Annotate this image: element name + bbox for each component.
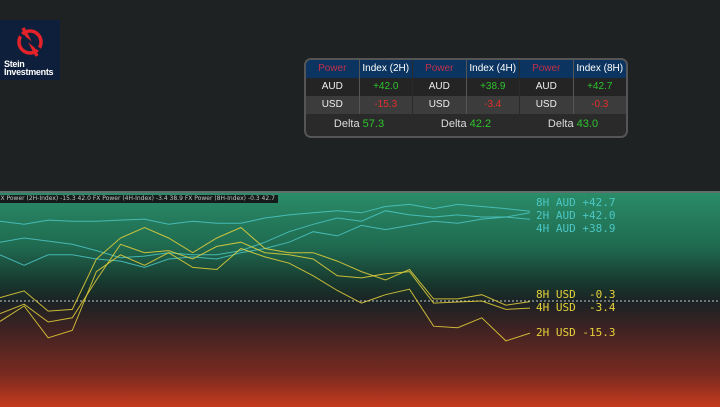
series-line-4h-aud [0, 210, 531, 259]
delta-label: Delta [547, 118, 574, 130]
delta: Delta 57.3 [306, 114, 412, 134]
delta-label: Delta [333, 118, 360, 130]
usd-value: -0.3 [572, 96, 627, 114]
currency-label: AUD [535, 81, 557, 92]
series-line-8h-usd [0, 226, 531, 312]
stein-investments-logo: Stein Investments [0, 20, 60, 80]
label-8h-aud: 8H AUD +42.7 [536, 196, 616, 209]
delta-value: 42.2 [469, 118, 492, 130]
label-4h-usd: 4H USD -3.4 [536, 301, 616, 314]
aud-value: +42.0 [358, 78, 413, 96]
currency-label: USD [535, 99, 557, 110]
currency-label: AUD [321, 81, 343, 92]
delta-value: 43.0 [576, 118, 599, 130]
index-header: Index (4H) [465, 60, 520, 78]
series-line-2h-usd [0, 247, 531, 342]
currency-label: USD [428, 99, 450, 110]
logo-text-line2: Investments [4, 67, 54, 77]
index-group-4h: Power Index (4H) AUD +38.9 USD -3.4 Delta 4… [413, 60, 519, 136]
delta-label: Delta [440, 118, 467, 130]
label-4h-aud: 4H AUD +38.9 [536, 222, 616, 235]
aud-value: +38.9 [465, 78, 520, 96]
delta-value: 57.3 [362, 118, 385, 130]
label-8h-usd: 8H USD -0.3 [536, 288, 616, 301]
usd-value: -15.3 [358, 96, 413, 114]
power-header: Power [532, 63, 561, 74]
delta: Delta 42.2 [413, 114, 519, 134]
indicator-legend: FX Power (2H-Index) -15.3 42.0 FX Power … [0, 195, 278, 203]
usd-value: -3.4 [465, 96, 520, 114]
label-2h-usd: 2H USD -15.3 [536, 326, 616, 339]
power-header: Power [425, 63, 454, 74]
fx-power-indicator-chart[interactable]: FX Power (2H-Index) -15.3 42.0 FX Power … [0, 191, 720, 407]
logo-emblem-icon [17, 27, 43, 57]
aud-value: +42.7 [572, 78, 627, 96]
currency-label: USD [321, 99, 343, 110]
power-header: Power [318, 63, 347, 74]
currency-label: AUD [428, 81, 450, 92]
series-line-8h-aud [0, 203, 531, 225]
label-2h-aud: 2H AUD +42.0 [536, 209, 616, 222]
index-group-2h: Power Index (2H) AUD +42.0 USD -15.3 Delta … [306, 60, 412, 136]
index-header: Index (8H) [572, 60, 627, 78]
index-header: Index (2H) [358, 60, 413, 78]
indicator-plot [0, 203, 720, 342]
logo-text-line1: Stein [4, 59, 25, 69]
index-group-8h: Power Index (8H) AUD +42.7 USD -0.3 Delta 4… [520, 60, 626, 136]
fx-power-panel: Power Index (2H) AUD +42.0 USD -15.3 Delta … [304, 58, 628, 138]
delta: Delta 43.0 [520, 114, 626, 134]
series-line-4h-usd [0, 241, 531, 323]
